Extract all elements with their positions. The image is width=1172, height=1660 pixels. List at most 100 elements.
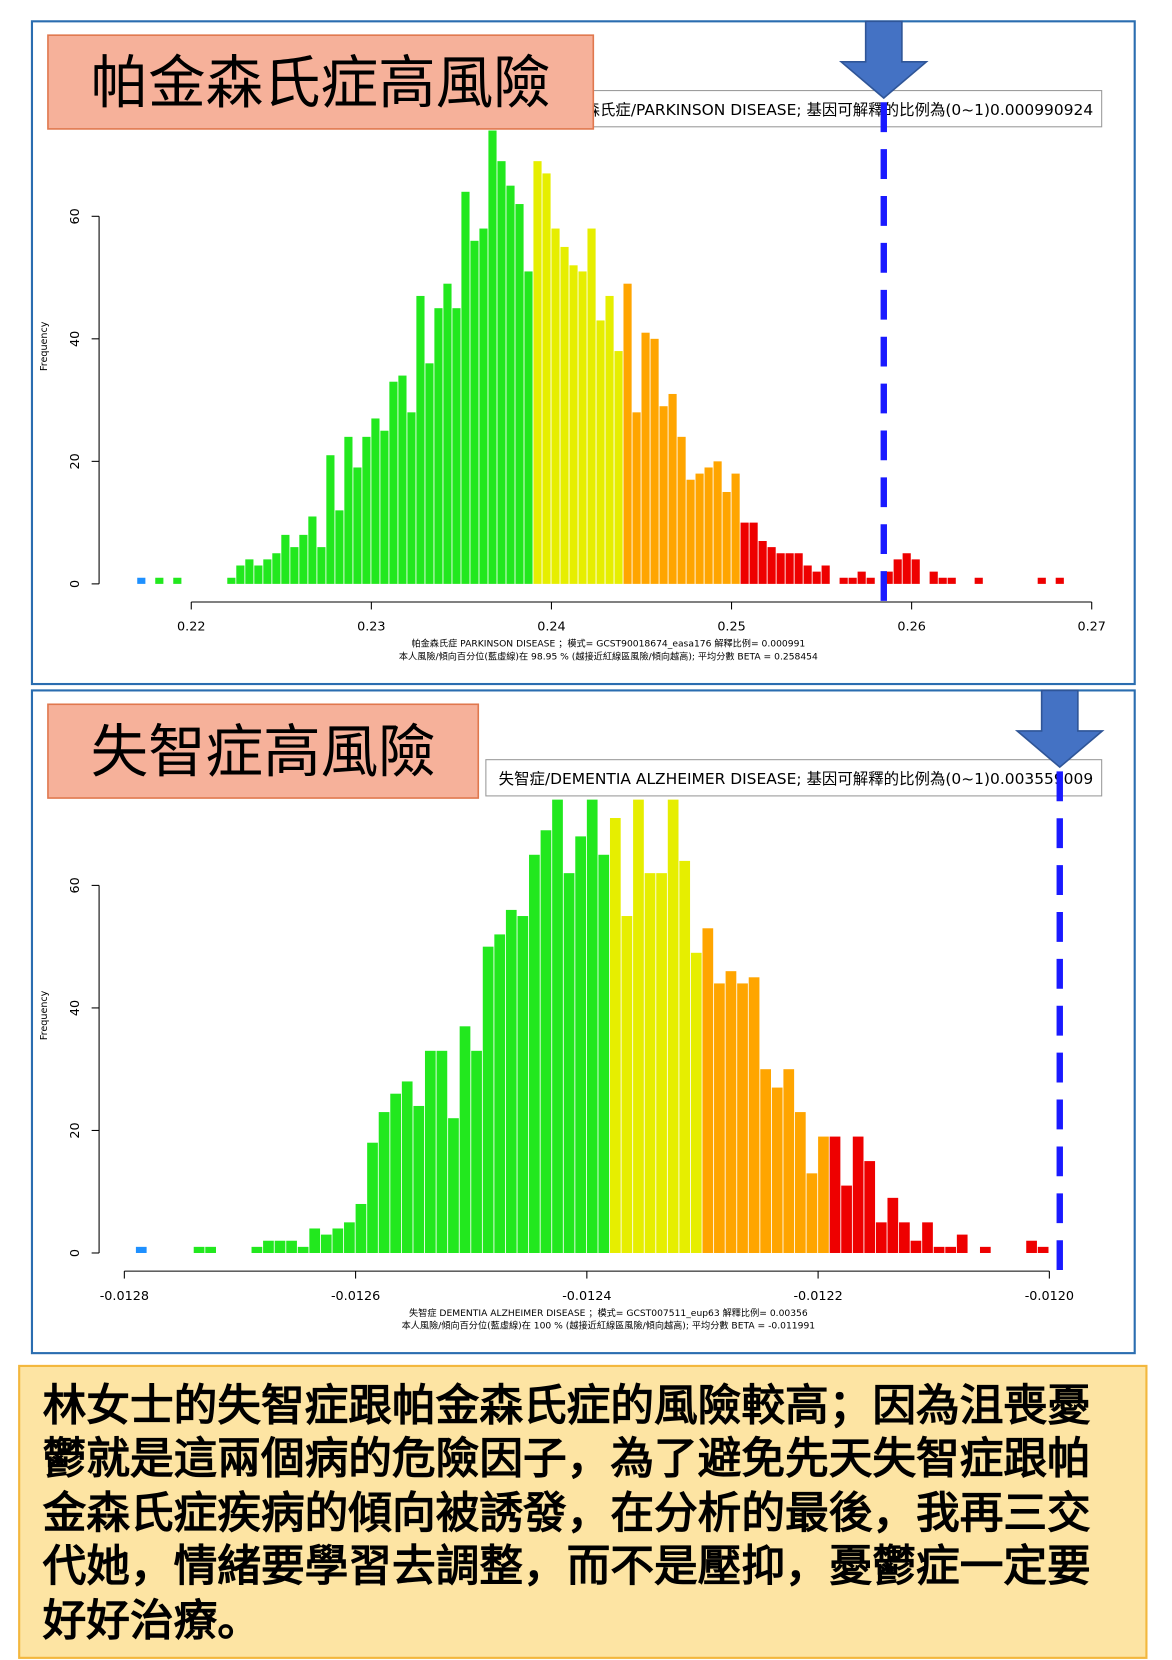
bar	[945, 1246, 956, 1253]
bar	[1037, 577, 1046, 584]
bar	[452, 308, 461, 584]
footnote: 失智症 DEMENTIA ALZHEIMER DISEASE ；模式= GCST…	[409, 1307, 808, 1319]
bar	[598, 854, 610, 1253]
bar	[245, 559, 254, 584]
x-tick-label: -0.0124	[562, 1289, 611, 1304]
bar	[344, 1222, 355, 1253]
x-tick-label: 0.24	[537, 620, 565, 635]
bar	[263, 559, 272, 584]
bar	[227, 577, 236, 584]
bar	[560, 246, 569, 584]
bar	[749, 522, 758, 584]
bar	[641, 332, 650, 584]
bar	[818, 1136, 829, 1253]
arrow	[1014, 689, 1105, 769]
bar	[679, 860, 691, 1253]
x-tick-label: 0.25	[717, 620, 745, 635]
bar	[690, 952, 702, 1253]
bar	[251, 1246, 263, 1253]
bar	[633, 799, 644, 1253]
bar	[656, 873, 667, 1253]
bar	[398, 375, 407, 584]
bar	[829, 1136, 841, 1253]
text-line: 代她，情緒要學習去調整，而不是壓抑，憂鬱症一定要	[42, 1541, 1091, 1592]
bar	[848, 577, 857, 584]
legend-box	[540, 90, 1103, 128]
bar	[494, 934, 506, 1253]
bar	[413, 1105, 425, 1253]
x-tick-label: -0.0128	[100, 1289, 149, 1304]
bar	[740, 522, 749, 584]
bar	[407, 412, 416, 584]
text-line: 好好治療。	[42, 1595, 261, 1646]
bar	[479, 228, 488, 584]
bar	[205, 1246, 216, 1253]
bar	[448, 1118, 459, 1253]
bar	[794, 553, 803, 584]
bar	[884, 571, 893, 584]
bar	[695, 473, 704, 584]
bar	[605, 295, 614, 584]
bar	[367, 1142, 378, 1253]
bar	[371, 418, 380, 584]
bar	[254, 565, 263, 584]
bar	[783, 1069, 795, 1253]
bar	[332, 1228, 344, 1253]
bar	[614, 351, 623, 584]
bar	[529, 854, 540, 1253]
paragraph: 林女士的失智症跟帕金森氏症的風險較高；因為沮喪憂 鬱就是這兩個病的危險因子，為了…	[42, 1380, 1091, 1646]
footnote: 本人風險/傾向百分位(藍虛線)在 98.95 % (越接近紅線區風險/傾向越高)…	[399, 651, 818, 663]
bar	[193, 1246, 205, 1253]
bar	[335, 510, 344, 584]
label-box	[47, 34, 595, 130]
bar	[173, 577, 182, 584]
footnote: 帕金森氏症 PARKINSON DISEASE ；模式= GCST9001867…	[411, 638, 805, 650]
bar	[542, 173, 551, 584]
bar	[704, 467, 713, 584]
bar	[806, 1173, 818, 1253]
bar	[623, 283, 632, 584]
x-tick-label: 0.26	[897, 620, 925, 635]
bar	[551, 228, 560, 584]
x-tick-label: 0.23	[357, 620, 385, 635]
bars	[135, 799, 1049, 1253]
legend-box	[485, 759, 1103, 797]
bar	[702, 928, 714, 1253]
bar	[272, 553, 281, 584]
bar	[425, 363, 434, 584]
footnote: 本人風險/傾向百分位(藍虛線)在 100 % (越接近紅線區風險/傾向越高); …	[402, 1320, 816, 1332]
bar	[355, 1203, 367, 1253]
bar	[308, 516, 317, 584]
bar	[794, 1112, 806, 1253]
bar	[137, 577, 146, 584]
label-box	[47, 703, 480, 799]
bar	[515, 204, 524, 584]
bar	[569, 265, 578, 584]
bar	[436, 1050, 448, 1253]
bar	[979, 1246, 991, 1253]
y-tick-label: 20	[68, 1122, 83, 1138]
x-tick-label: -0.0122	[793, 1289, 842, 1304]
bar	[812, 571, 821, 584]
y-tick-label: 60	[68, 877, 83, 893]
bar	[263, 1240, 274, 1253]
bar	[933, 1246, 945, 1253]
y-tick-label: 40	[68, 331, 83, 347]
bar	[667, 799, 679, 1253]
bar	[596, 320, 605, 584]
bar	[524, 271, 533, 584]
bar	[866, 577, 875, 584]
label-text: 帕金森氏症高風險	[91, 49, 551, 116]
legend-text: 帕金森氏症/PARKINSON DISEASE; 基因可解釋的比例為(0~1)0…	[554, 101, 1094, 119]
bar	[390, 1093, 401, 1253]
bar	[731, 473, 740, 584]
bar	[776, 553, 785, 584]
bar	[650, 338, 659, 584]
bar	[434, 308, 443, 584]
bar	[353, 467, 362, 584]
bar	[517, 916, 529, 1253]
bar	[135, 1246, 147, 1253]
bar	[899, 1222, 910, 1253]
charts: 0 20 40 60 Frequency 0.22 0.23 0.24 0.25 0.26 0.27…	[39, 20, 1106, 1332]
x-tick-label: 0.22	[177, 620, 205, 635]
